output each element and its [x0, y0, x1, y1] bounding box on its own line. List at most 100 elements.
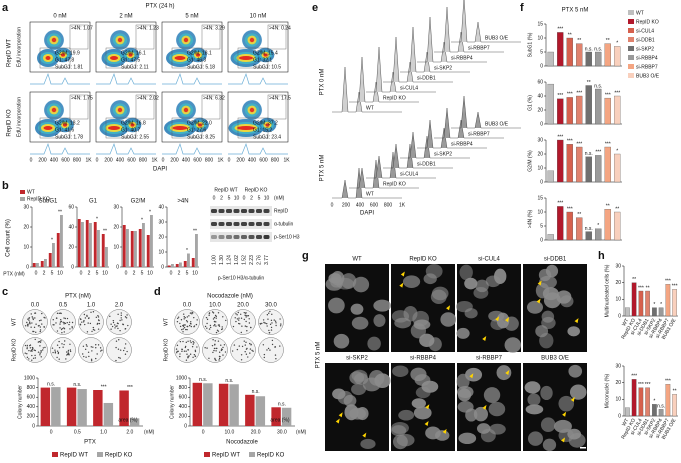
significance: ** [606, 38, 610, 44]
band [233, 235, 240, 239]
colony [218, 325, 221, 327]
colony [274, 320, 277, 322]
y-axis-label: EdU incorporation [16, 97, 22, 137]
x-tick-label: 800 [384, 202, 393, 208]
colony [39, 329, 42, 331]
colony [269, 323, 272, 326]
bar [271, 407, 281, 426]
legend-label: WT [636, 10, 644, 16]
colony [109, 315, 111, 318]
density [128, 53, 133, 57]
colony [233, 344, 236, 346]
colony [63, 327, 65, 329]
legend-swatch [628, 46, 634, 51]
x-axis-label: DAPI [360, 211, 374, 217]
colony [213, 347, 216, 350]
nucleus [538, 275, 557, 289]
x-tick-label: 2.0 [126, 429, 133, 435]
chart-title: G1 [89, 199, 98, 205]
gate [201, 94, 221, 120]
significance: n.s. [585, 226, 593, 232]
colony [125, 317, 128, 319]
band [241, 209, 247, 213]
bar [547, 170, 554, 183]
band [218, 235, 225, 239]
y-axis-label: Cell count (%) [6, 219, 12, 257]
significance: ** [103, 228, 107, 234]
colony [119, 329, 121, 332]
trace-label: BUB3 O/E [485, 35, 509, 41]
bar [557, 98, 564, 125]
histogram [30, 142, 90, 155]
bar [171, 264, 174, 267]
colony [66, 317, 69, 320]
colony [87, 322, 89, 324]
colony [189, 340, 192, 342]
colony [24, 344, 27, 347]
density [63, 123, 67, 127]
colony [114, 327, 116, 329]
trace-label: si-DDB1 [417, 75, 436, 81]
colony [270, 326, 273, 329]
colony [179, 322, 181, 325]
band [218, 222, 225, 226]
bar [638, 387, 644, 417]
dna-histogram [383, 36, 453, 83]
condition-label: PTX 0 nM [320, 69, 326, 96]
colony [212, 351, 214, 354]
blot-lane: 5 [258, 195, 261, 201]
colony [37, 351, 40, 353]
bar [658, 409, 664, 417]
colony [271, 322, 273, 324]
nucleus [485, 275, 501, 288]
panel-label: e [312, 2, 318, 14]
colony [231, 350, 234, 352]
colony [177, 316, 180, 318]
y-tick-label: 0 [540, 63, 543, 69]
image-label: si-DDB1 [544, 257, 567, 263]
image-label: si-RBBP7 [476, 356, 503, 362]
colony [121, 319, 123, 321]
band [263, 235, 270, 239]
panel-label: h [598, 250, 605, 262]
colony [37, 325, 40, 327]
significance: *** [567, 139, 573, 145]
colony [97, 344, 100, 346]
colony [118, 356, 120, 359]
colony [59, 323, 61, 325]
nucleus [457, 401, 474, 413]
colony [31, 354, 33, 357]
nucleus [331, 270, 345, 286]
colony [52, 351, 54, 354]
bar [36, 263, 39, 267]
significance: *** [595, 150, 601, 156]
colony [214, 357, 216, 360]
density [172, 126, 188, 130]
bar [576, 43, 583, 67]
colony [241, 325, 243, 327]
density [198, 123, 202, 127]
colony [177, 350, 179, 353]
colony [224, 351, 227, 353]
colony [262, 319, 265, 321]
colony [262, 344, 265, 346]
dish [230, 309, 256, 335]
x-tick-label: 0 [30, 157, 33, 163]
significance: *** [631, 374, 637, 380]
colony [208, 357, 210, 360]
x-tick-label: 0 [202, 429, 205, 435]
row-label: RepID KO [163, 339, 169, 362]
colony [29, 347, 32, 349]
colony [271, 343, 274, 346]
trace-label: RepID KO [383, 95, 406, 101]
colony [56, 312, 59, 315]
band [233, 209, 240, 213]
y-tick-label: 20 [158, 234, 164, 240]
x-tick-label: 10 [57, 270, 63, 276]
dna-histogram [417, 119, 487, 149]
colony [83, 355, 85, 358]
colony [236, 348, 239, 351]
colony [34, 357, 37, 359]
bar [93, 390, 103, 426]
legend-label: si-CUL4 [636, 28, 654, 34]
